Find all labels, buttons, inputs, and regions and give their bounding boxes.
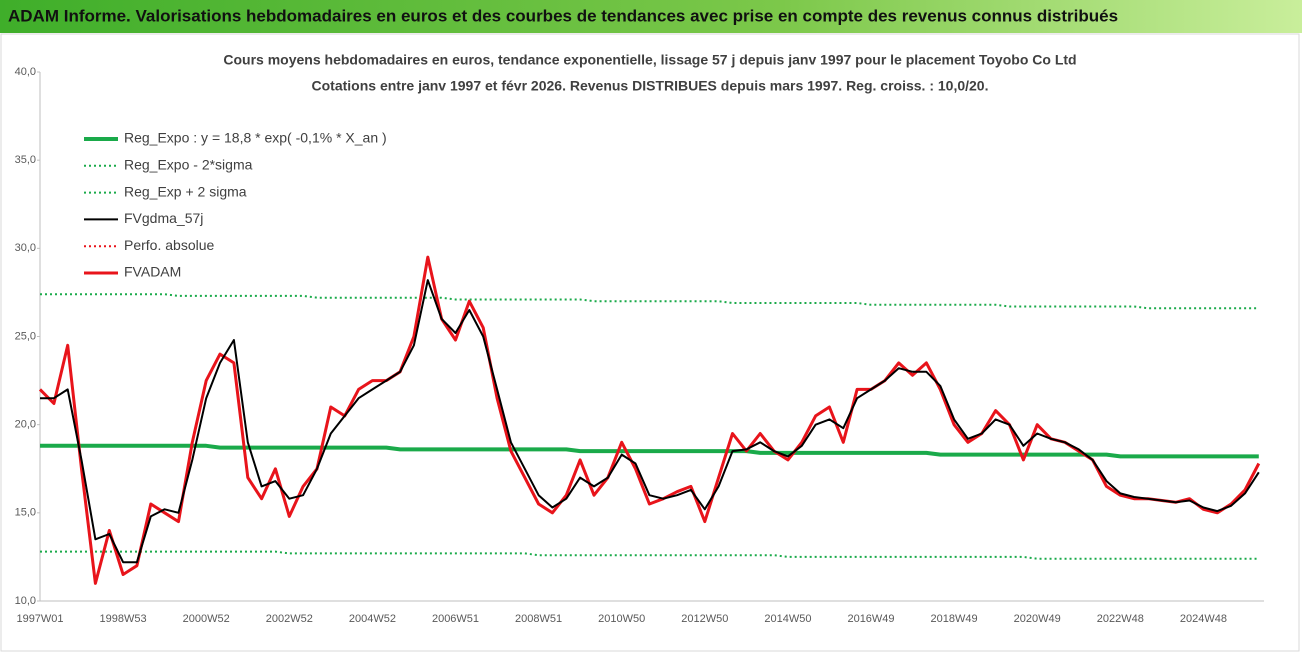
legend-label: Reg_Expo - 2*sigma bbox=[124, 157, 253, 173]
chart-subtitle: Cours moyens hebdomadaires en euros, ten… bbox=[223, 52, 1076, 68]
y-tick-label: 35,0 bbox=[15, 154, 36, 166]
x-tick-label: 2010W50 bbox=[598, 613, 645, 625]
chart-subtitle: Cotations entre janv 1997 et févr 2026. … bbox=[312, 78, 989, 94]
y-tick-label: 20,0 bbox=[15, 419, 36, 431]
x-tick-label: 2018W49 bbox=[931, 613, 978, 625]
y-tick-label: 40,0 bbox=[15, 66, 36, 78]
x-tick-label: 2014W50 bbox=[764, 613, 811, 625]
x-tick-label: 2002W52 bbox=[266, 613, 313, 625]
series-line bbox=[40, 279, 1260, 564]
x-tick-label: 2008W51 bbox=[515, 613, 562, 625]
x-tick-label: 2022W48 bbox=[1097, 613, 1144, 625]
x-tick-label: 1998W53 bbox=[100, 613, 147, 625]
legend-label: Perfo. absolue bbox=[124, 237, 214, 253]
series-line bbox=[40, 550, 1259, 560]
x-tick-label: 1997W01 bbox=[16, 613, 63, 625]
title-banner bbox=[0, 0, 1302, 33]
x-tick-label: 2006W51 bbox=[432, 613, 479, 625]
legend-label: FVADAM bbox=[124, 264, 181, 280]
y-tick-label: 10,0 bbox=[15, 595, 36, 607]
x-tick-label: 2020W49 bbox=[1014, 613, 1061, 625]
series-line bbox=[40, 293, 1259, 310]
x-tick-label: 2000W52 bbox=[183, 613, 230, 625]
page-title: ADAM Informe. Valorisations hebdomadaire… bbox=[8, 6, 1118, 25]
x-tick-label: 2012W50 bbox=[681, 613, 728, 625]
legend-label: Reg_Exp + 2 sigma bbox=[124, 183, 247, 199]
legend-label: FVgdma_57j bbox=[124, 210, 203, 226]
legend-label: Reg_Expo : y = 18,8 * exp( -0,1% * X_an … bbox=[124, 130, 387, 146]
chart-frame bbox=[0, 33, 1300, 652]
x-tick-label: 2016W49 bbox=[847, 613, 894, 625]
y-tick-label: 25,0 bbox=[15, 330, 36, 342]
y-tick-label: 15,0 bbox=[15, 507, 36, 519]
x-tick-label: 2024W48 bbox=[1180, 613, 1227, 625]
x-tick-label: 2004W52 bbox=[349, 613, 396, 625]
y-tick-label: 30,0 bbox=[15, 242, 36, 254]
